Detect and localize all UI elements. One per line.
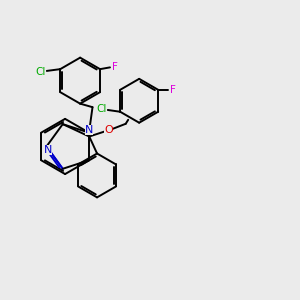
Text: N: N: [85, 125, 93, 135]
Text: F: F: [170, 85, 176, 95]
Text: F: F: [112, 62, 118, 72]
Text: Cl: Cl: [35, 67, 46, 77]
Text: Cl: Cl: [97, 103, 107, 114]
Text: N: N: [44, 145, 52, 155]
Text: O: O: [104, 125, 113, 135]
